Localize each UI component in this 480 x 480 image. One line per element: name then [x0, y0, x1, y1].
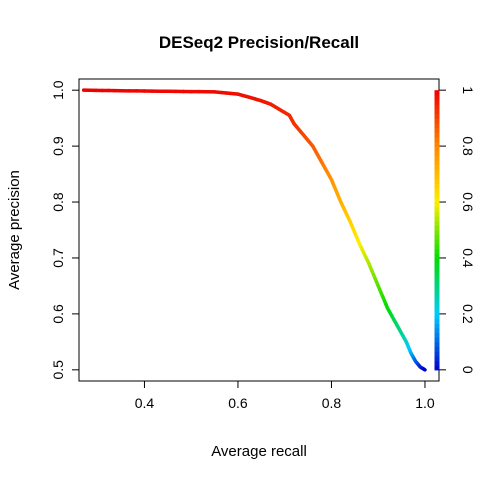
colorbar-segment [434, 136, 440, 143]
colorbar-segment [434, 365, 440, 371]
colorbar-segment [434, 360, 440, 366]
colorbar-segment [434, 160, 440, 166]
colorbar-tick-label: 1 [460, 86, 476, 94]
x-tick-label: 0.4 [135, 395, 155, 411]
colorbar-segment [434, 155, 440, 161]
y-tick-label: 0.9 [50, 136, 66, 156]
pr-curve [81, 88, 427, 372]
colorbar-segment [434, 169, 440, 175]
colorbar-segment [434, 295, 440, 301]
colorbar-segment [434, 216, 440, 222]
colorbar-segment [434, 262, 440, 268]
colorbar-segment [434, 127, 440, 133]
colorbar-segment [434, 239, 440, 245]
colorbar-segment [434, 211, 440, 217]
y-tick-label: 0.6 [50, 304, 66, 324]
colorbar-segment [434, 253, 440, 259]
plot-frame [78, 78, 440, 382]
colorbar-tick-label: 0.8 [460, 136, 476, 156]
colorbar-segment [434, 192, 440, 198]
colorbar-segment [434, 337, 440, 343]
colorbar-segment [434, 220, 440, 226]
x-axis: 0.4 0.6 0.8 1.0 [135, 380, 435, 411]
y-tick-label: 0.8 [50, 192, 66, 212]
colorbar-segment [434, 332, 440, 338]
colorbar-segment [434, 141, 440, 147]
y-tick-label: 0.5 [50, 360, 66, 380]
colorbar-segment [434, 276, 440, 282]
x-tick-label: 0.8 [322, 395, 342, 411]
colorbar-segment [434, 164, 440, 171]
y-tick-label: 0.7 [50, 248, 66, 268]
chart-title: DESeq2 Precision/Recall [159, 33, 359, 52]
colorbar-segment [434, 118, 440, 124]
colorbar-segment [434, 183, 440, 189]
colorbar-segment [434, 281, 440, 287]
colorbar-segment [434, 225, 440, 231]
colorbar-segment [434, 271, 440, 278]
colorbar-segment [434, 267, 440, 273]
colorbar [434, 90, 440, 371]
colorbar-segment [434, 104, 440, 110]
colorbar-segment [434, 341, 440, 348]
colorbar-tick-label: 0 [460, 366, 476, 374]
colorbar-segment [434, 257, 440, 264]
colorbar-segment [434, 304, 440, 310]
colorbar-segment [434, 188, 440, 194]
colorbar-segment [434, 313, 440, 320]
x-tick-label: 0.6 [228, 395, 248, 411]
colorbar-segment [434, 323, 440, 329]
colorbar-segment [434, 285, 440, 292]
colorbar-segment [434, 150, 440, 157]
colorbar-segment [434, 122, 440, 129]
colorbar-segment [434, 243, 440, 250]
y-axis-label: Average precision [6, 170, 23, 290]
colorbar-segment [434, 113, 440, 119]
colorbar-tick-label: 0.2 [460, 304, 476, 324]
colorbar-segment [434, 146, 440, 152]
colorbar-segment [434, 178, 440, 184]
x-axis-label: Average recall [211, 443, 307, 460]
colorbar-segment [434, 318, 440, 324]
colorbar-segment [434, 206, 440, 212]
x-tick-label: 1.0 [415, 395, 435, 411]
colorbar-segment [434, 174, 440, 180]
colorbar-segment [434, 248, 440, 254]
colorbar-segment [434, 197, 440, 203]
y-tick-label: 1.0 [50, 80, 66, 100]
colorbar-segment [434, 99, 440, 105]
colorbar-segment [434, 108, 440, 115]
colorbar-segment [434, 346, 440, 352]
colorbar-segment [434, 132, 440, 138]
y-axis: 0.5 0.6 0.7 0.8 0.9 1.0 [50, 80, 79, 380]
colorbar-segment [434, 229, 440, 236]
colorbar-segment [434, 299, 440, 306]
colorbar-segment [434, 309, 440, 315]
colorbar-tick-label: 0.6 [460, 192, 476, 212]
colorbar-tick-label: 0.4 [460, 248, 476, 268]
colorbar-segment [434, 94, 440, 101]
colorbar-segment [434, 90, 440, 96]
colorbar-segment [434, 290, 440, 296]
colorbar-segment [434, 234, 440, 240]
colorbar-segment [434, 327, 440, 334]
colorbar-segment [434, 202, 440, 208]
colorbar-segment [434, 355, 440, 362]
colorbar-axis: 0 0.2 0.4 0.6 0.8 1 [439, 86, 476, 374]
colorbar-segment [434, 351, 440, 357]
